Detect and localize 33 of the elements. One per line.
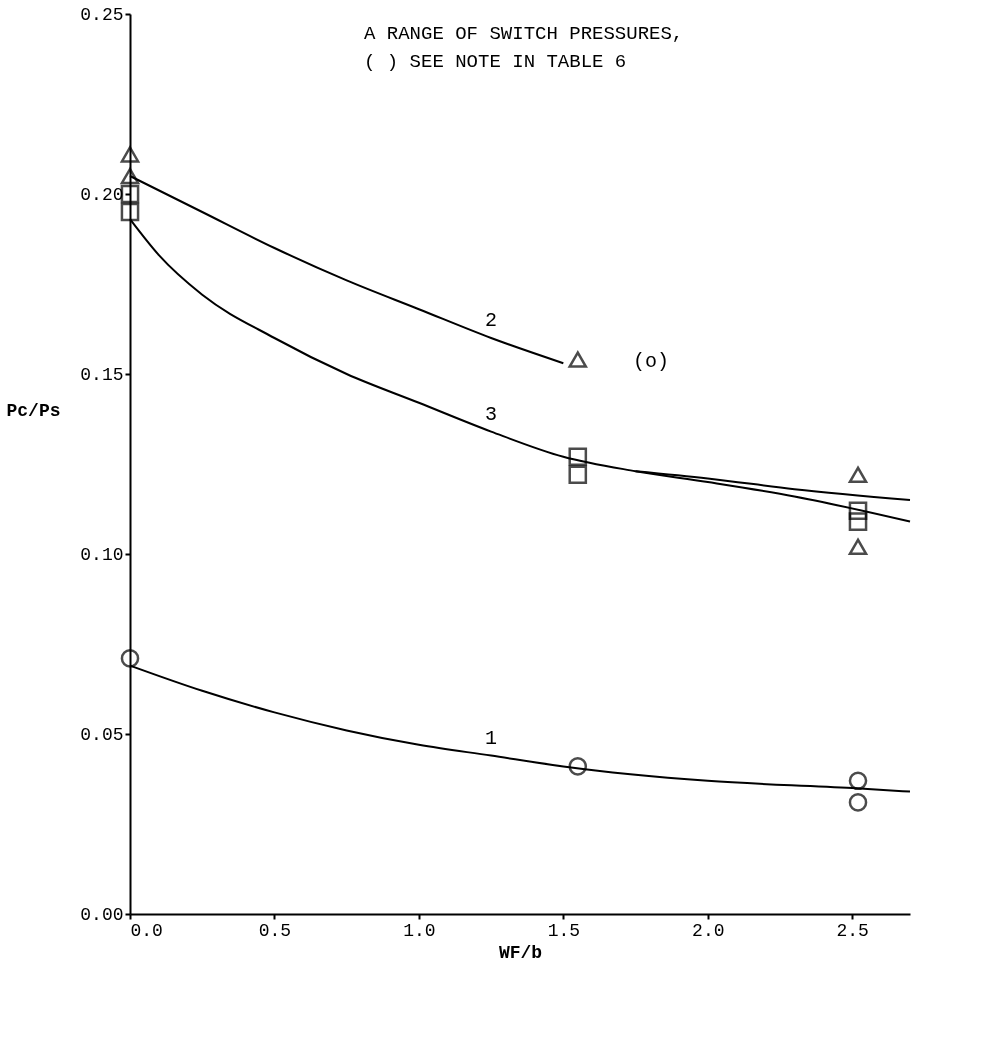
annotation: (o) xyxy=(633,349,670,373)
point xyxy=(848,793,868,812)
point xyxy=(568,447,588,467)
annotation: A RANGE OF SWITCH PRESSURES, xyxy=(364,23,684,45)
point xyxy=(120,167,140,185)
y-tick-label: 0.00 xyxy=(80,904,124,925)
point xyxy=(120,649,140,668)
x-axis-title: WF/b xyxy=(498,942,543,963)
series-label: 2 xyxy=(485,309,498,332)
x-tick-label: 2.0 xyxy=(692,920,725,941)
x-tick-label: 2.5 xyxy=(836,920,869,941)
point xyxy=(568,757,588,776)
annotation: ( ) SEE NOTE IN TABLE 6 xyxy=(364,51,627,73)
series-label: 3 xyxy=(485,402,498,426)
x-tick-label: 0.5 xyxy=(258,920,292,941)
x-tick-label: 1.5 xyxy=(547,920,581,941)
x-tick-label: 1.0 xyxy=(403,920,436,941)
series-label: 1 xyxy=(485,726,498,750)
y-tick-label: 0.05 xyxy=(80,724,124,745)
x-tick-label: 0.0 xyxy=(130,920,163,941)
point xyxy=(568,465,588,485)
y-tick-label: 0.25 xyxy=(80,4,124,25)
point xyxy=(848,501,868,521)
point xyxy=(848,466,868,484)
y-tick-label: 0.15 xyxy=(80,364,124,385)
y-tick-label: 0.10 xyxy=(80,544,124,565)
y-axis-title: Pc/Ps xyxy=(6,400,61,421)
point xyxy=(848,771,868,791)
point xyxy=(120,202,140,222)
point xyxy=(848,538,868,556)
point xyxy=(568,351,588,368)
point xyxy=(120,146,140,163)
point xyxy=(848,512,868,531)
